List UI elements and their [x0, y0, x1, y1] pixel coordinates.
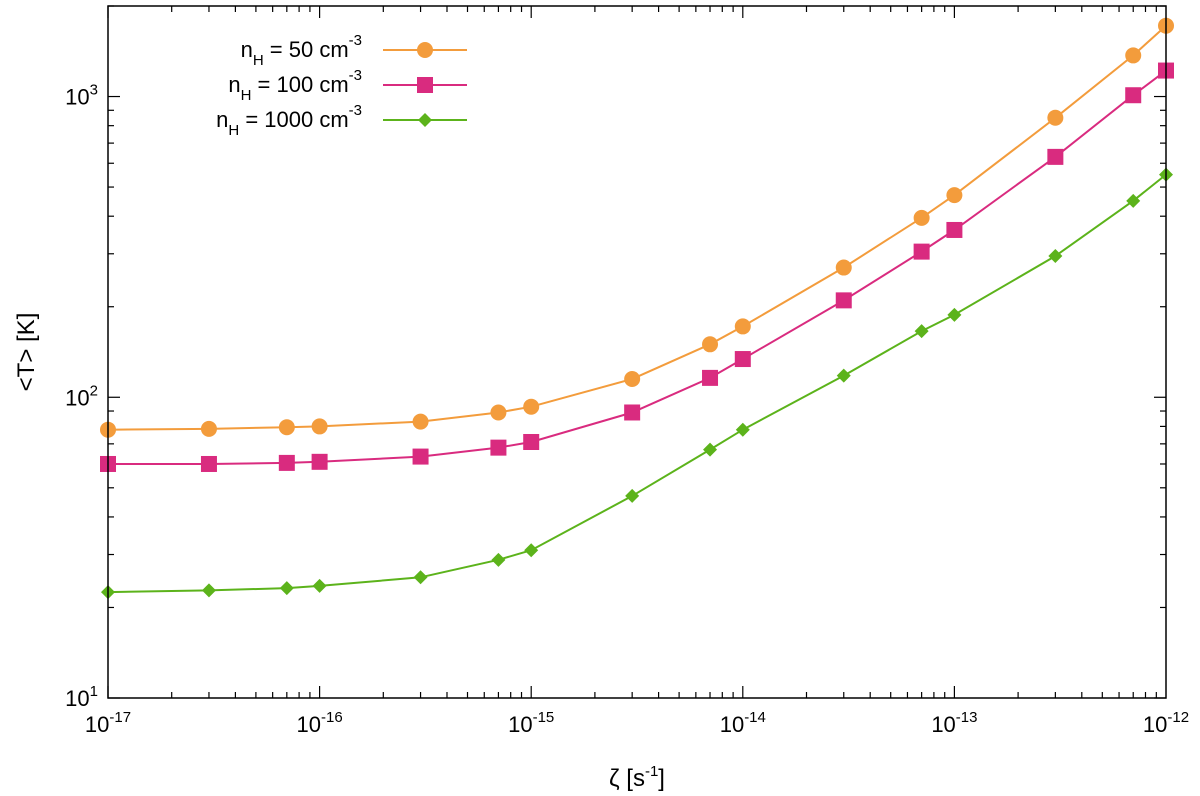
data-point	[312, 578, 327, 593]
data-point	[734, 318, 751, 335]
data-point	[412, 448, 429, 465]
data-point	[947, 307, 962, 322]
tick-labels: 10-17 10-16 10-15 10-14 10-13 10-12 101 102 103	[65, 82, 1189, 737]
data-point	[913, 209, 930, 226]
data-point	[1047, 148, 1064, 165]
y-axis-label: <T> [K]	[13, 313, 40, 392]
x-tick-label: 10-12	[1143, 709, 1189, 737]
data-point	[946, 187, 963, 204]
data-point	[702, 369, 719, 386]
series-line	[107, 173, 1167, 594]
legend: nH = 50 cm-3nH = 100 cm-3nH = 1000 cm-3	[216, 32, 467, 139]
legend-marker	[418, 113, 432, 127]
data-point	[735, 422, 750, 437]
x-tick-label: 10-16	[297, 709, 343, 737]
data-point	[490, 439, 507, 456]
data-point	[278, 454, 295, 471]
legend-label: nH = 1000 cm-3	[216, 102, 362, 139]
data-point	[914, 324, 929, 339]
legend-marker	[417, 42, 433, 58]
data-point	[278, 419, 295, 436]
data-point	[523, 433, 540, 450]
data-point	[200, 420, 217, 437]
data-point	[702, 336, 719, 353]
data-point	[491, 552, 506, 567]
plot-frame	[107, 5, 1167, 699]
data-point	[624, 371, 641, 388]
data-point	[1125, 87, 1142, 104]
data-point	[413, 570, 428, 585]
x-tick-label: 10-13	[931, 709, 977, 737]
data-point	[200, 455, 217, 472]
data-point	[524, 543, 539, 558]
data-point	[836, 368, 851, 383]
legend-marker	[417, 77, 433, 93]
data-point	[835, 259, 852, 276]
x-axis-label: ζ [s-1]	[609, 763, 665, 792]
y-tick-label: 103	[65, 82, 98, 110]
series-2	[100, 62, 1174, 472]
data-point	[1047, 109, 1064, 126]
data-point	[1048, 248, 1063, 263]
data-point	[279, 581, 294, 596]
data-point	[523, 398, 540, 415]
data-point	[734, 351, 751, 368]
data-point	[703, 442, 718, 457]
x-tick-label: 10-15	[508, 709, 554, 737]
legend-label: nH = 100 cm-3	[228, 67, 362, 104]
data-point	[946, 221, 963, 238]
series-line	[108, 69, 1167, 465]
data-point	[412, 413, 429, 430]
data-point	[490, 404, 507, 421]
x-tick-label: 10-17	[85, 709, 131, 737]
data-point	[311, 418, 328, 435]
data-point	[913, 243, 930, 260]
x-tick-label: 10-14	[720, 709, 766, 737]
data-point	[625, 488, 640, 503]
data-point	[1126, 193, 1141, 208]
y-tick-label: 101	[65, 683, 98, 711]
data-point	[201, 583, 216, 598]
data-point	[624, 404, 641, 421]
data-point	[835, 292, 852, 309]
series-layer	[100, 17, 1174, 600]
axis-ticks	[107, 5, 1166, 699]
series-1	[100, 17, 1174, 438]
data-point	[311, 453, 328, 470]
series-line	[107, 24, 1167, 431]
data-point	[1125, 47, 1142, 64]
y-tick-label: 102	[65, 382, 98, 410]
legend-label: nH = 50 cm-3	[241, 32, 362, 69]
